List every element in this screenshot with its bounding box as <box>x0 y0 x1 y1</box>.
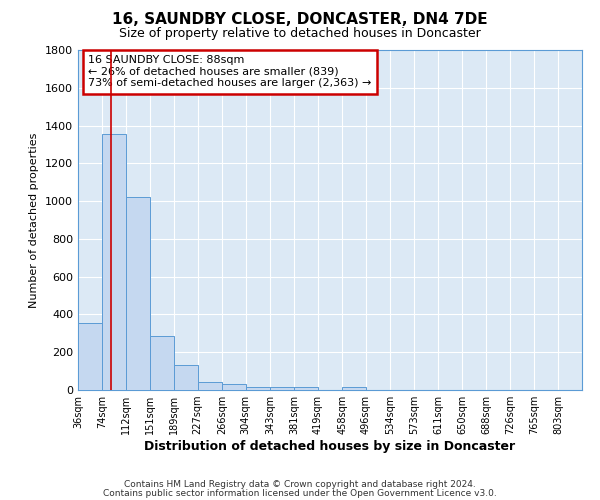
Text: 16 SAUNDBY CLOSE: 88sqm
← 26% of detached houses are smaller (839)
73% of semi-d: 16 SAUNDBY CLOSE: 88sqm ← 26% of detache… <box>88 55 371 88</box>
Bar <box>294 387 318 390</box>
Bar <box>270 387 294 390</box>
Text: Contains public sector information licensed under the Open Government Licence v3: Contains public sector information licen… <box>103 488 497 498</box>
Bar <box>197 382 222 390</box>
Text: 16, SAUNDBY CLOSE, DONCASTER, DN4 7DE: 16, SAUNDBY CLOSE, DONCASTER, DN4 7DE <box>112 12 488 28</box>
Bar <box>125 198 150 390</box>
Bar <box>222 384 246 390</box>
Bar <box>342 386 366 390</box>
Text: Size of property relative to detached houses in Doncaster: Size of property relative to detached ho… <box>119 28 481 40</box>
Bar <box>102 134 125 390</box>
Bar <box>150 336 174 390</box>
Bar <box>246 387 270 390</box>
X-axis label: Distribution of detached houses by size in Doncaster: Distribution of detached houses by size … <box>145 440 515 453</box>
Text: Contains HM Land Registry data © Crown copyright and database right 2024.: Contains HM Land Registry data © Crown c… <box>124 480 476 489</box>
Bar <box>78 323 102 390</box>
Y-axis label: Number of detached properties: Number of detached properties <box>29 132 40 308</box>
Bar <box>174 366 197 390</box>
